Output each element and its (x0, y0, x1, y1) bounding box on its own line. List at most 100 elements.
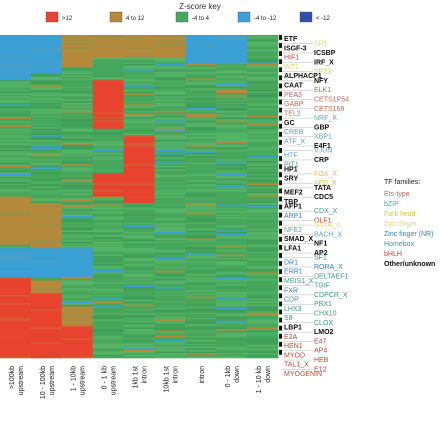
heat-cell (0, 178, 32, 181)
heat-cell (0, 243, 32, 246)
heat-cell (123, 319, 155, 322)
heat-cell (247, 122, 279, 125)
heat-cell (247, 109, 279, 112)
heat-cell (154, 96, 186, 99)
heat-cell (30, 296, 63, 299)
heat-cell (216, 115, 248, 118)
heat-cell (154, 65, 186, 68)
heat-cell (92, 340, 124, 343)
heat-cell (216, 282, 248, 285)
heat-cell (247, 51, 279, 54)
heat-cell (154, 83, 186, 86)
heat-cell (0, 125, 32, 128)
heat-cell (216, 211, 248, 213)
heat-cell (0, 154, 32, 157)
heat-cell (0, 91, 32, 94)
heat-cell (154, 314, 186, 317)
heat-cell (123, 172, 155, 175)
heat-cell (154, 149, 186, 152)
heat-cell (0, 122, 32, 125)
heat-cell (247, 202, 279, 205)
heat-cell (92, 162, 124, 165)
heat-cell (92, 160, 124, 163)
heat-cell (123, 149, 155, 152)
heat-cell (247, 152, 279, 155)
heat-cell (0, 88, 32, 91)
heat-cell (123, 307, 155, 310)
heat-cell (30, 246, 63, 249)
row-label: CETS168 (314, 106, 344, 113)
heat-cell (247, 317, 279, 320)
heat-cell (0, 351, 32, 354)
heat-cell (216, 330, 248, 333)
heat-cell (216, 51, 248, 54)
heat-cell (61, 175, 93, 178)
heat-cell (154, 270, 186, 273)
heat-cell (92, 269, 124, 272)
heat-cell (216, 160, 248, 163)
heat-cell (185, 78, 217, 81)
heat-cell (216, 348, 248, 351)
row-label: HEB (314, 357, 329, 364)
heat-cell (61, 225, 93, 228)
heat-cell (123, 222, 155, 225)
heat-cell (30, 85, 63, 87)
heat-cell (61, 295, 93, 297)
heat-cell (0, 328, 32, 331)
heat-cell (0, 230, 32, 233)
heat-cell (154, 319, 186, 322)
heat-cell (185, 191, 217, 194)
heat-cell (92, 225, 124, 228)
heat-cell (92, 141, 124, 144)
heat-cell (247, 330, 279, 333)
heat-cell (61, 133, 93, 136)
heat-cell (61, 304, 93, 307)
heat-cell (0, 67, 32, 70)
heat-cell (61, 314, 93, 317)
heat-cell (61, 194, 93, 197)
heat-cell (0, 169, 32, 171)
heat-cell (247, 291, 279, 294)
heat-cell (123, 57, 155, 60)
heat-cell (61, 51, 93, 54)
heat-cell (154, 209, 186, 212)
heat-cell (61, 269, 93, 272)
heat-cell (185, 83, 217, 86)
cluster-tick (279, 51, 282, 56)
heat-cell (0, 65, 32, 68)
heat-cell (92, 185, 124, 188)
heat-cell (216, 144, 248, 147)
heat-cell (92, 81, 124, 84)
heat-cell (0, 274, 32, 276)
heat-cell (0, 325, 32, 328)
heat-cell (154, 241, 186, 244)
heat-cell (185, 211, 217, 213)
heat-cell (185, 228, 217, 231)
heat-cell (123, 327, 155, 330)
heat-cell (247, 125, 279, 128)
heat-cell (61, 144, 93, 147)
heat-cell (154, 185, 186, 188)
heat-cell (61, 338, 93, 341)
row-label: NFY (314, 78, 328, 85)
row-label: ERR1 (284, 269, 303, 276)
heat-cell (123, 55, 155, 58)
heat-cell (30, 154, 63, 157)
heat-cell (247, 151, 279, 154)
heat-cell (92, 215, 124, 218)
heat-cell (185, 278, 217, 281)
heat-cell (247, 190, 279, 192)
heat-cell (0, 51, 32, 54)
heat-cell (92, 106, 124, 108)
heat-cell (123, 83, 155, 86)
heat-cell (154, 274, 186, 276)
heat-cell (154, 327, 186, 330)
heat-cell (0, 39, 32, 42)
heat-cell (30, 80, 63, 83)
heat-cell (61, 217, 93, 220)
heat-cell (61, 233, 93, 236)
heat-cell (0, 102, 32, 105)
heat-cell (61, 138, 93, 141)
heat-cell (247, 185, 279, 188)
heat-cell (247, 220, 279, 223)
